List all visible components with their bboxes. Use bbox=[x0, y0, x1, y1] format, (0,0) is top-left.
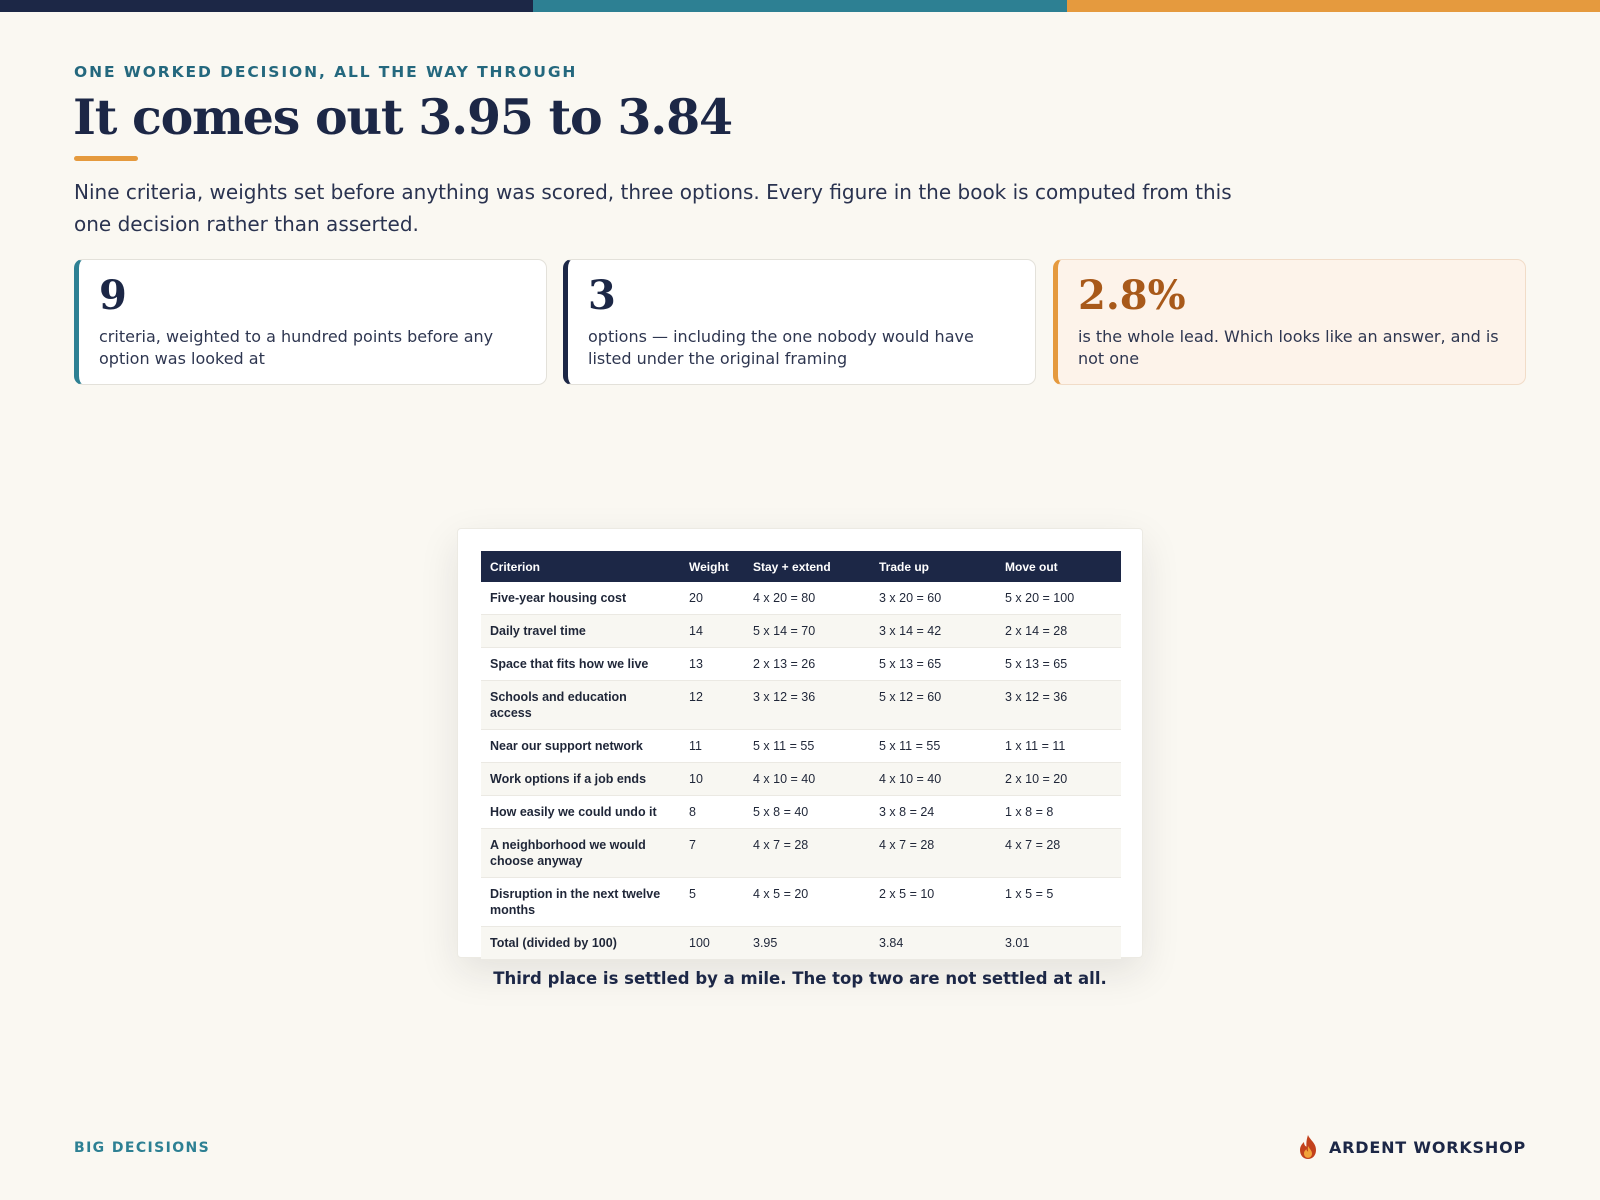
eyebrow-label: ONE WORKED DECISION, ALL THE WAY THROUGH bbox=[74, 63, 578, 81]
cell-move-out: 1 x 5 = 5 bbox=[996, 877, 1121, 927]
cell-stay-extend: 2 x 13 = 26 bbox=[744, 647, 870, 681]
cell-trade-up: 3 x 8 = 24 bbox=[870, 795, 996, 829]
cell-criterion: Total (divided by 100) bbox=[481, 926, 680, 960]
cell-weight: 14 bbox=[680, 614, 744, 648]
brand-lockup: ARDENT WORKSHOP bbox=[1297, 1134, 1526, 1160]
scoring-table-card: Criterion Weight Stay + extend Trade up … bbox=[457, 528, 1143, 960]
table-row: Work options if a job ends 10 4 x 10 = 4… bbox=[481, 762, 1121, 796]
table-row: Disruption in the next twelve months 5 4… bbox=[481, 877, 1121, 927]
cell-criterion: A neighborhood we would choose anyway bbox=[481, 828, 680, 878]
table-row: How easily we could undo it 8 5 x 8 = 40… bbox=[481, 795, 1121, 829]
cell-weight: 8 bbox=[680, 795, 744, 829]
column-header-weight: Weight bbox=[680, 551, 744, 582]
table-row: Daily travel time 14 5 x 14 = 70 3 x 14 … bbox=[481, 614, 1121, 648]
stat-card-options: 3 options — including the one nobody wou… bbox=[563, 259, 1036, 385]
table-row: A neighborhood we would choose anyway 7 … bbox=[481, 828, 1121, 878]
cell-weight: 20 bbox=[680, 582, 744, 615]
cell-move-out: 4 x 7 = 28 bbox=[996, 828, 1121, 878]
cell-move-out: 3 x 12 = 36 bbox=[996, 680, 1121, 730]
cell-move-out: 1 x 8 = 8 bbox=[996, 795, 1121, 829]
cell-trade-up: 2 x 5 = 10 bbox=[870, 877, 996, 927]
cell-criterion: Daily travel time bbox=[481, 614, 680, 648]
cell-criterion: Near our support network bbox=[481, 729, 680, 763]
table-total-row: Total (divided by 100) 100 3.95 3.84 3.0… bbox=[481, 926, 1121, 960]
stat-text: options — including the one nobody would… bbox=[588, 327, 974, 368]
cell-trade-up: 5 x 12 = 60 bbox=[870, 680, 996, 730]
cell-weight: 10 bbox=[680, 762, 744, 796]
cell-move-out: 2 x 10 = 20 bbox=[996, 762, 1121, 796]
table-row: Space that fits how we live 13 2 x 13 = … bbox=[481, 647, 1121, 681]
cell-trade-up: 3 x 14 = 42 bbox=[870, 614, 996, 648]
flame-icon bbox=[1300, 1135, 1316, 1159]
stat-value: 3 bbox=[588, 272, 616, 319]
cell-weight: 5 bbox=[680, 877, 744, 927]
footer-series-label: BIG DECISIONS bbox=[74, 1140, 211, 1156]
cell-criterion: Schools and education access bbox=[481, 680, 680, 730]
scoring-table: Criterion Weight Stay + extend Trade up … bbox=[481, 551, 1121, 960]
cell-criterion: Work options if a job ends bbox=[481, 762, 680, 796]
column-header-stay-extend: Stay + extend bbox=[744, 551, 870, 582]
cell-stay-extend: 5 x 8 = 40 bbox=[744, 795, 870, 829]
cell-weight: 100 bbox=[680, 926, 744, 960]
cell-move-out: 2 x 14 = 28 bbox=[996, 614, 1121, 648]
stat-value: 2.8% bbox=[1078, 272, 1186, 319]
cell-criterion: Five-year housing cost bbox=[481, 582, 680, 615]
cell-criterion: How easily we could undo it bbox=[481, 795, 680, 829]
cell-weight: 13 bbox=[680, 647, 744, 681]
stat-card-criteria: 9 criteria, weighted to a hundred points… bbox=[74, 259, 547, 385]
page-title: It comes out 3.95 to 3.84 bbox=[73, 88, 733, 146]
stat-text: is the whole lead. Which looks like an a… bbox=[1078, 327, 1499, 368]
cell-criterion: Disruption in the next twelve months bbox=[481, 877, 680, 927]
cell-move-out: 1 x 11 = 11 bbox=[996, 729, 1121, 763]
cell-stay-extend: 4 x 7 = 28 bbox=[744, 828, 870, 878]
cell-trade-up: 3.84 bbox=[870, 926, 996, 960]
cell-trade-up: 3 x 20 = 60 bbox=[870, 582, 996, 615]
cell-trade-up: 5 x 11 = 55 bbox=[870, 729, 996, 763]
top-bar-navy bbox=[0, 0, 534, 12]
table-header-row: Criterion Weight Stay + extend Trade up … bbox=[481, 551, 1121, 582]
cell-stay-extend: 4 x 10 = 40 bbox=[744, 762, 870, 796]
cell-move-out: 5 x 20 = 100 bbox=[996, 582, 1121, 615]
cell-stay-extend: 5 x 11 = 55 bbox=[744, 729, 870, 763]
top-bar-orange bbox=[1066, 0, 1600, 12]
cell-trade-up: 4 x 10 = 40 bbox=[870, 762, 996, 796]
stat-text: criteria, weighted to a hundred points b… bbox=[99, 327, 494, 368]
cell-stay-extend: 3 x 12 = 36 bbox=[744, 680, 870, 730]
stat-card-lead: 2.8% is the whole lead. Which looks like… bbox=[1053, 259, 1526, 385]
top-color-bar bbox=[0, 0, 1600, 12]
column-header-move-out: Move out bbox=[996, 551, 1121, 582]
cell-weight: 7 bbox=[680, 828, 744, 878]
table-row: Schools and education access 12 3 x 12 =… bbox=[481, 680, 1121, 730]
cell-weight: 12 bbox=[680, 680, 744, 730]
cell-trade-up: 5 x 13 = 65 bbox=[870, 647, 996, 681]
cell-trade-up: 4 x 7 = 28 bbox=[870, 828, 996, 878]
lede-paragraph: Nine criteria, weights set before anythi… bbox=[74, 180, 1232, 236]
cell-stay-extend: 4 x 5 = 20 bbox=[744, 877, 870, 927]
cell-stay-extend: 4 x 20 = 80 bbox=[744, 582, 870, 615]
table-caption: Third place is settled by a mile. The to… bbox=[493, 969, 1107, 988]
title-underline bbox=[74, 156, 138, 161]
table-row: Five-year housing cost 20 4 x 20 = 80 3 … bbox=[481, 582, 1121, 615]
top-bar-teal bbox=[533, 0, 1067, 12]
stat-value: 9 bbox=[99, 272, 127, 319]
cell-weight: 11 bbox=[680, 729, 744, 763]
brand-name: ARDENT WORKSHOP bbox=[1329, 1137, 1526, 1157]
cell-stay-extend: 5 x 14 = 70 bbox=[744, 614, 870, 648]
cell-move-out: 5 x 13 = 65 bbox=[996, 647, 1121, 681]
cell-move-out: 3.01 bbox=[996, 926, 1121, 960]
cell-stay-extend: 3.95 bbox=[744, 926, 870, 960]
column-header-criterion: Criterion bbox=[481, 551, 680, 582]
table-row: Near our support network 11 5 x 11 = 55 … bbox=[481, 729, 1121, 763]
column-header-trade-up: Trade up bbox=[870, 551, 996, 582]
cell-criterion: Space that fits how we live bbox=[481, 647, 680, 681]
